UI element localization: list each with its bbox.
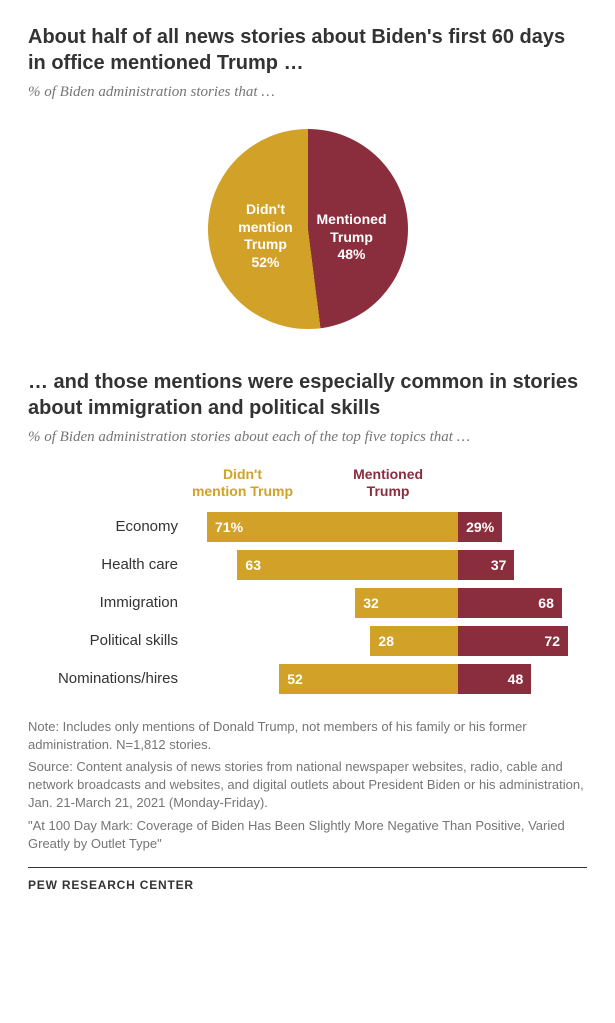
bar-segment-didnt-mention: 52 (279, 664, 477, 694)
bar-track: 71%29% (188, 512, 587, 542)
bar-segment-mentioned: 72 (458, 626, 568, 656)
bar-legend: Didn'tmention Trump MentionedTrump (28, 466, 587, 500)
bar-category-label: Nominations/hires (28, 670, 188, 687)
bar-category-label: Economy (28, 518, 188, 535)
top-subtitle: % of Biden administration stories that … (28, 84, 587, 101)
bar-segment-mentioned: 29% (458, 512, 502, 542)
bar-category-label: Health care (28, 556, 188, 573)
bar-track: 3268 (188, 588, 587, 618)
bar-row: Economy71%29% (28, 512, 587, 542)
footer-source: Source: Content analysis of news stories… (28, 758, 587, 813)
bar-track: 5248 (188, 664, 587, 694)
mid-title: … and those mentions were especially com… (28, 369, 587, 421)
mid-subtitle: % of Biden administration stories about … (28, 429, 587, 446)
bar-row: Nominations/hires5248 (28, 664, 587, 694)
bar-row: Immigration3268 (28, 588, 587, 618)
bar-segment-didnt-mention: 63 (237, 550, 476, 580)
bar-track: 6337 (188, 550, 587, 580)
legend-didnt-mention: Didn'tmention Trump (192, 466, 293, 500)
bar-segment-mentioned: 37 (458, 550, 515, 580)
bar-category-label: Immigration (28, 594, 188, 611)
pie-chart-container: Didn'tmentionTrump52% MentionedTrump48% (28, 129, 587, 329)
bar-category-label: Political skills (28, 632, 188, 649)
bar-chart: Economy71%29%Health care6337Immigration3… (28, 512, 587, 694)
footer-ref: "At 100 Day Mark: Coverage of Biden Has … (28, 817, 587, 853)
bar-segment-didnt-mention: 71% (207, 512, 477, 542)
bar-row: Health care6337 (28, 550, 587, 580)
pie-chart: Didn'tmentionTrump52% MentionedTrump48% (208, 129, 408, 329)
top-title: About half of all news stories about Bid… (28, 24, 587, 76)
bar-track: 2872 (188, 626, 587, 656)
pie-label-didnt-mention: Didn'tmentionTrump52% (226, 201, 306, 271)
bar-row: Political skills2872 (28, 626, 587, 656)
footer-note: Note: Includes only mentions of Donald T… (28, 718, 587, 754)
brand: PEW RESEARCH CENTER (28, 878, 587, 892)
bar-segment-mentioned: 48 (458, 664, 531, 694)
pie-label-mentioned: MentionedTrump48% (312, 211, 392, 264)
bar-segment-mentioned: 68 (458, 588, 562, 618)
divider (28, 867, 587, 868)
legend-mentioned: MentionedTrump (353, 466, 423, 500)
